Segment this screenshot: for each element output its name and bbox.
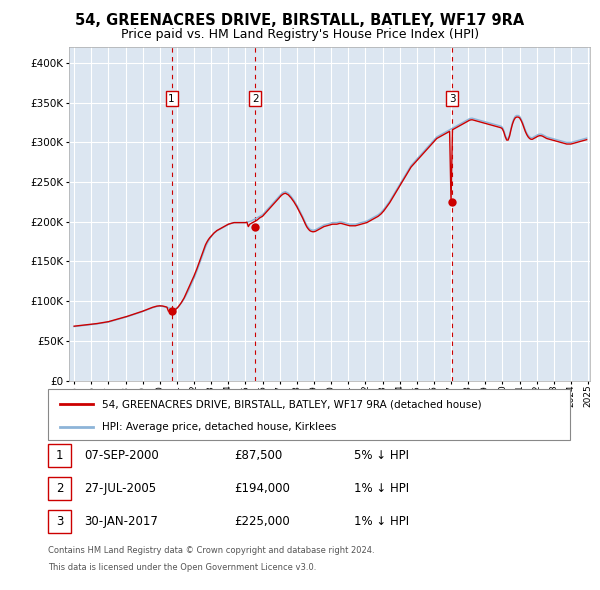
Text: 27-JUL-2005: 27-JUL-2005 bbox=[84, 482, 156, 495]
Text: 1: 1 bbox=[56, 449, 63, 462]
Text: 3: 3 bbox=[56, 515, 63, 528]
Text: 1: 1 bbox=[169, 94, 175, 104]
Text: Contains HM Land Registry data © Crown copyright and database right 2024.: Contains HM Land Registry data © Crown c… bbox=[48, 546, 374, 555]
Text: 1% ↓ HPI: 1% ↓ HPI bbox=[354, 482, 409, 495]
Text: 30-JAN-2017: 30-JAN-2017 bbox=[84, 515, 158, 528]
Text: 54, GREENACRES DRIVE, BIRSTALL, BATLEY, WF17 9RA (detached house): 54, GREENACRES DRIVE, BIRSTALL, BATLEY, … bbox=[102, 399, 482, 409]
Text: Price paid vs. HM Land Registry's House Price Index (HPI): Price paid vs. HM Land Registry's House … bbox=[121, 28, 479, 41]
Text: 1% ↓ HPI: 1% ↓ HPI bbox=[354, 515, 409, 528]
Text: £194,000: £194,000 bbox=[234, 482, 290, 495]
Text: 2: 2 bbox=[252, 94, 259, 104]
Text: 5% ↓ HPI: 5% ↓ HPI bbox=[354, 449, 409, 462]
Text: 2: 2 bbox=[56, 482, 63, 495]
Text: 3: 3 bbox=[449, 94, 456, 104]
Text: 07-SEP-2000: 07-SEP-2000 bbox=[84, 449, 159, 462]
Text: HPI: Average price, detached house, Kirklees: HPI: Average price, detached house, Kirk… bbox=[102, 422, 337, 431]
Text: £87,500: £87,500 bbox=[234, 449, 282, 462]
Text: £225,000: £225,000 bbox=[234, 515, 290, 528]
Text: 54, GREENACRES DRIVE, BIRSTALL, BATLEY, WF17 9RA: 54, GREENACRES DRIVE, BIRSTALL, BATLEY, … bbox=[76, 13, 524, 28]
Text: This data is licensed under the Open Government Licence v3.0.: This data is licensed under the Open Gov… bbox=[48, 563, 316, 572]
